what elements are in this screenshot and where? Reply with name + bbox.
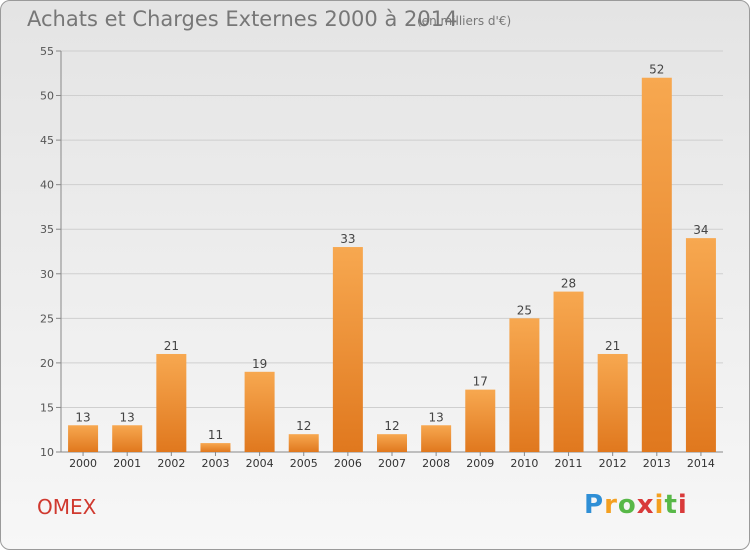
x-tick-label: 2003 [201, 457, 229, 470]
value-label: 52 [649, 63, 664, 77]
y-tick-label: 40 [40, 179, 54, 192]
logo-letter: x [636, 490, 655, 520]
y-tick-label: 35 [40, 223, 54, 236]
value-label: 33 [340, 232, 355, 246]
x-tick-label: 2007 [378, 457, 406, 470]
x-tick-label: 2004 [246, 457, 274, 470]
y-tick-label: 25 [40, 312, 54, 325]
value-label: 21 [605, 339, 620, 353]
y-tick-label: 10 [40, 446, 54, 459]
value-label: 11 [208, 428, 223, 442]
logo-letter: o [617, 490, 637, 520]
proxiti-logo[interactable]: Proxiti [584, 490, 688, 520]
value-label: 19 [252, 357, 267, 371]
logo-letter: i [677, 490, 688, 520]
bar-2007 [377, 434, 407, 452]
logo-letter: i [654, 490, 665, 520]
bar-2008 [421, 425, 452, 452]
chart-title: Achats et Charges Externes 2000 à 2014 [27, 7, 458, 31]
y-tick-label: 45 [40, 134, 54, 147]
y-tick-label: 30 [40, 268, 54, 281]
value-label: 13 [75, 410, 90, 424]
commune-name: OMEX [37, 495, 97, 519]
value-label: 17 [473, 375, 488, 389]
x-tick-label: 2014 [687, 457, 715, 470]
bar-2012 [597, 353, 628, 452]
bar-2014 [685, 238, 716, 452]
value-label: 12 [296, 419, 311, 433]
y-tick-label: 55 [40, 45, 54, 58]
logo-letter: t [664, 490, 678, 520]
logo-letter: P [584, 490, 605, 520]
bar-2001 [112, 425, 143, 452]
x-tick-label: 2005 [290, 457, 318, 470]
y-tick-label: 15 [40, 401, 54, 414]
x-tick-label: 2013 [643, 457, 671, 470]
bar-2005 [288, 434, 319, 452]
bar-2009 [465, 389, 496, 452]
value-label: 13 [120, 410, 135, 424]
value-label: 21 [164, 339, 179, 353]
bar-2000 [68, 425, 99, 452]
x-tick-label: 2008 [422, 457, 450, 470]
x-tick-label: 2001 [113, 457, 141, 470]
bar-2010 [509, 318, 540, 452]
bar-2006 [332, 247, 363, 452]
bar-2013 [641, 77, 672, 452]
x-tick-label: 2010 [510, 457, 538, 470]
value-label: 13 [428, 410, 443, 424]
x-tick-label: 2000 [69, 457, 97, 470]
value-label: 12 [384, 419, 399, 433]
labels: 13 2000 13 2001 21 2002 11 2003 19 2004 12 2005 33 20… [69, 63, 715, 470]
logo-letter: r [604, 490, 618, 520]
y-tick-label: 50 [40, 90, 54, 103]
y-tick-label: 20 [40, 357, 54, 370]
chart-unit: (en milliers d'€) [417, 14, 512, 28]
x-tick-label: 2002 [157, 457, 185, 470]
x-tick-label: 2012 [599, 457, 627, 470]
x-tick-label: 2011 [555, 457, 583, 470]
bar-2002 [156, 353, 187, 452]
value-label: 34 [693, 223, 708, 237]
bar-2004 [244, 371, 275, 452]
value-label: 25 [517, 303, 532, 317]
bar-2003 [200, 443, 231, 452]
x-tick-label: 2009 [466, 457, 494, 470]
bars [68, 77, 716, 452]
value-label: 28 [561, 277, 576, 291]
bar-2011 [553, 291, 584, 452]
x-tick-label: 2006 [334, 457, 362, 470]
